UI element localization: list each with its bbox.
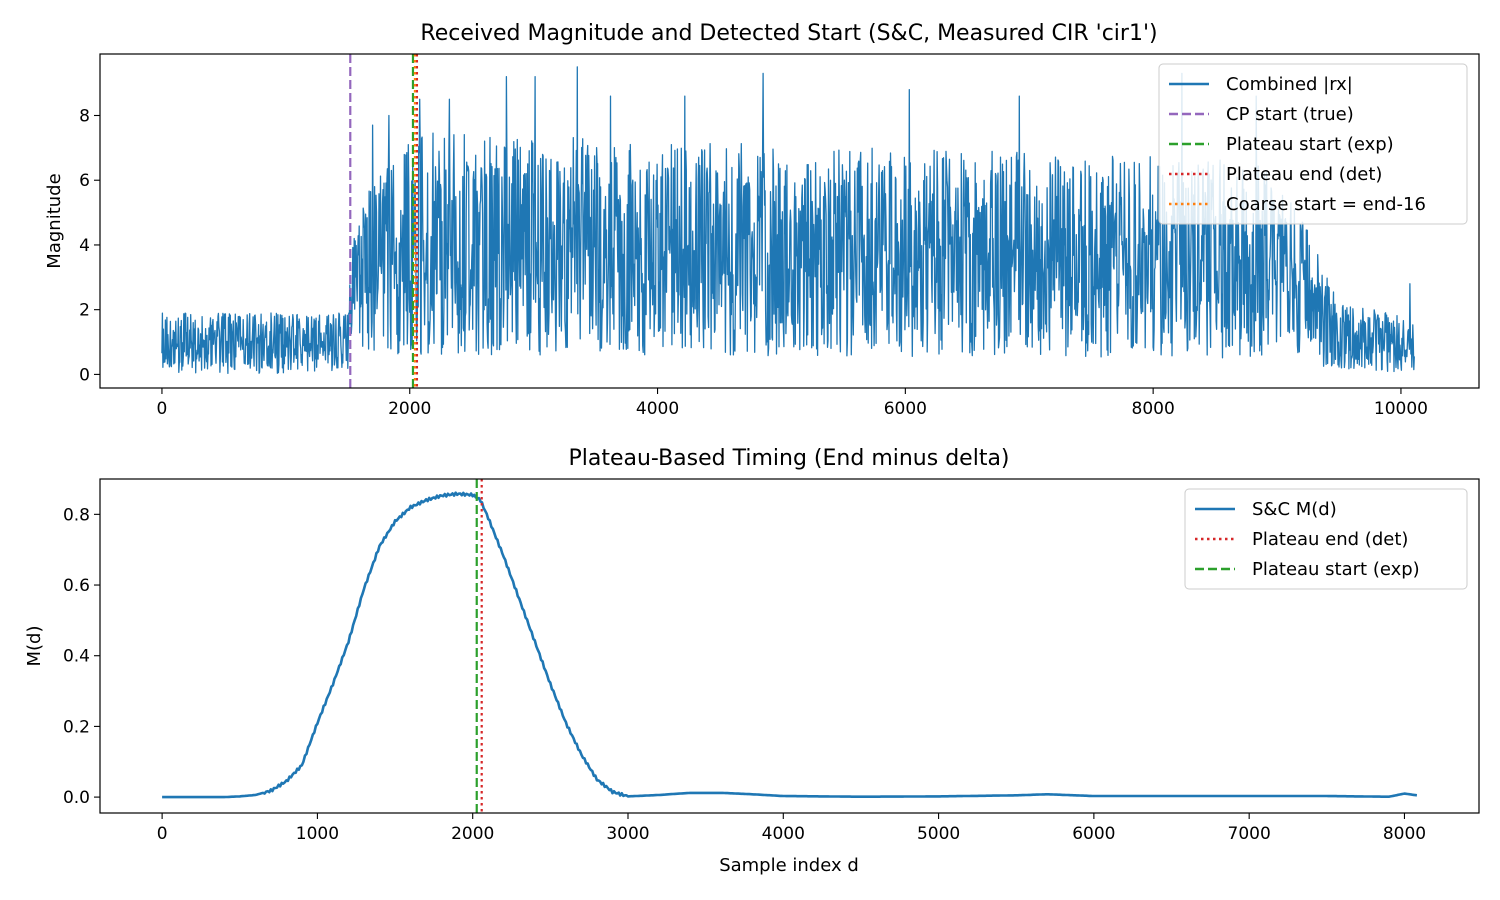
chart-title: Plateau-Based Timing (End minus delta) — [568, 446, 1009, 471]
x-tick-label: 7000 — [1228, 824, 1271, 844]
legend-label: Plateau start (exp) — [1226, 134, 1394, 155]
axes-frame — [99, 53, 1480, 389]
y-tick-label: 0.0 — [63, 788, 90, 808]
x-tick-label: 5000 — [917, 824, 960, 844]
legend: Combined |rx| CP start (true) Plateau star… — [1158, 63, 1468, 225]
legend-label: Coarse start = end-16 — [1226, 194, 1426, 215]
x-tick-label: 8000 — [1383, 824, 1426, 844]
legend-label: S&C M(d) — [1252, 499, 1337, 520]
x-tick-label: 6000 — [1072, 824, 1115, 844]
y-tick-label: 6 — [79, 171, 90, 191]
legend-label: Plateau end (det) — [1252, 529, 1408, 550]
magnitude-chart: Received Magnitude and Detected Start (S… — [44, 21, 1480, 419]
x-tick-label: 6000 — [884, 399, 927, 419]
chart-title: Received Magnitude and Detected Start (S… — [420, 21, 1157, 46]
y-tick-label: 4 — [79, 236, 90, 256]
legend-label: Plateau start (exp) — [1252, 559, 1420, 580]
y-tick-label: 0.8 — [63, 505, 90, 525]
timing-metric-chart: Plateau-Based Timing (End minus delta) 0… — [24, 446, 1480, 876]
x-tick-label: 10000 — [1374, 399, 1428, 419]
x-tick-label: 4000 — [762, 824, 805, 844]
y-axis-label: Magnitude — [44, 173, 65, 268]
legend-label: Combined |rx| — [1226, 74, 1353, 95]
y-tick-label: 0.4 — [63, 647, 90, 667]
x-tick-label: 1000 — [296, 824, 339, 844]
y-axis-label: M(d) — [24, 625, 45, 666]
x-tick-label: 3000 — [606, 824, 649, 844]
legend-frame — [1158, 63, 1468, 225]
y-tick-label: 0.6 — [63, 576, 90, 596]
axes-frame — [99, 478, 1480, 814]
x-tick-label: 0 — [157, 824, 168, 844]
series-line-sc-metric — [162, 491, 1418, 799]
y-tick-label: 8 — [79, 106, 90, 126]
legend-label: Plateau end (det) — [1226, 164, 1382, 185]
y-tick-label: 0 — [79, 365, 90, 385]
y-tick-label: 0.2 — [63, 717, 90, 737]
legend-frame — [1184, 488, 1468, 590]
x-tick-label: 2000 — [451, 824, 494, 844]
axis-ticks: 0 1000 2000 3000 4000 5000 6000 7000 8000 0.0 0.2 0… — [63, 505, 1426, 844]
x-tick-label: 8000 — [1132, 399, 1175, 419]
x-axis-label: Sample index d — [719, 855, 859, 876]
axis-ticks: 0 2000 4000 6000 8000 10000 0 2 4 6 8 — [79, 106, 1428, 419]
legend: S&C M(d) Plateau end (det) Plateau start (… — [1184, 488, 1468, 590]
legend-label: CP start (true) — [1226, 104, 1354, 125]
y-tick-label: 2 — [79, 301, 90, 321]
x-tick-label: 0 — [157, 399, 168, 419]
x-tick-label: 4000 — [636, 399, 679, 419]
x-tick-label: 2000 — [388, 399, 431, 419]
plot-area — [162, 479, 1418, 813]
